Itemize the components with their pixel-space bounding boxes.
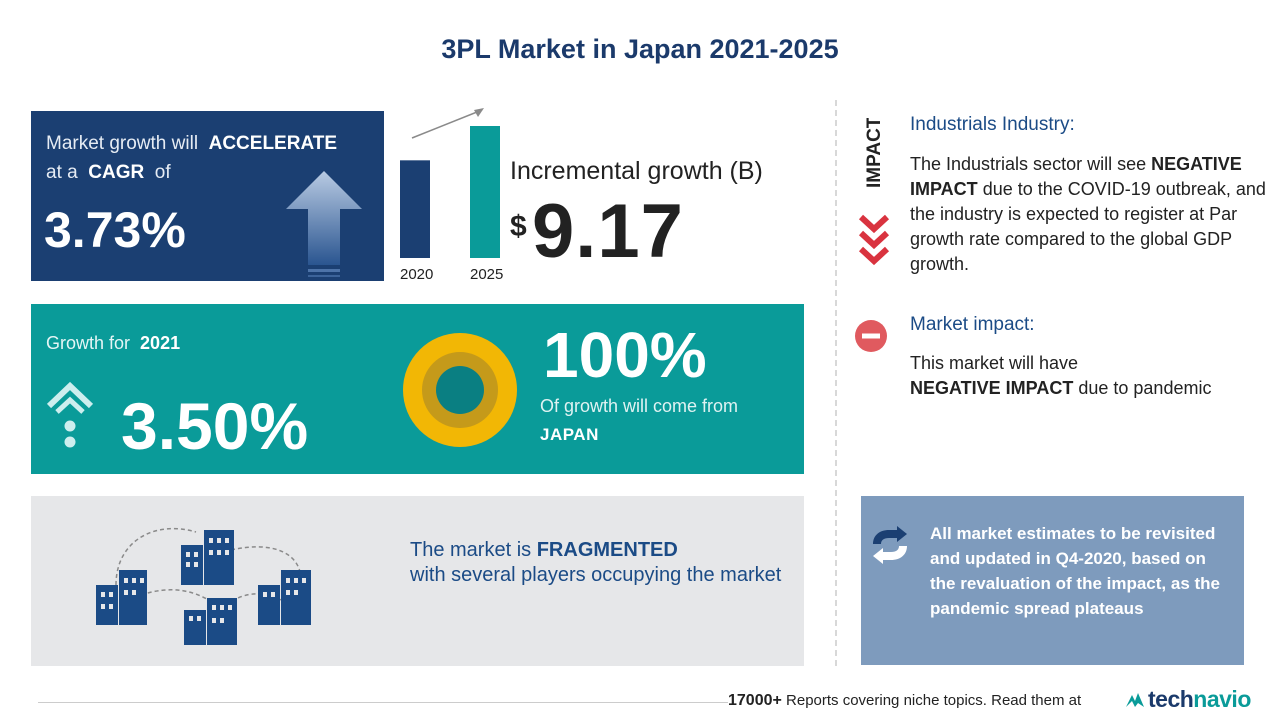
market-impact-title: Market impact: (910, 314, 1035, 335)
market-impact-body: This market will have NEGATIVE IMPACT du… (910, 351, 1272, 401)
fragmented-emphasis: FRAGMENTED (536, 539, 678, 561)
cagr-emphasis: ACCELERATE (208, 133, 338, 154)
industry-body-emphasis: NEGATIVE IMPACT (910, 154, 1242, 199)
cagr-line-1: Market growth will ACCELERATE (46, 133, 337, 155)
market-impact-emphasis: NEGATIVE IMPACT (910, 378, 1074, 398)
technavio-logo[interactable]: technavio (1124, 686, 1274, 714)
bar-label-2025: 2025 (470, 266, 504, 283)
technavio-logo-text: technavio (1148, 686, 1251, 712)
target-donut-icon (403, 333, 517, 447)
technavio-logo-icon (1126, 693, 1144, 707)
bar-label-2020: 2020 (400, 266, 434, 283)
trend-line (411, 109, 483, 139)
down-chevrons-icon (858, 214, 890, 266)
fragmented-text: The market is FRAGMENTED with several pl… (410, 538, 790, 588)
fragmented-panel: The market is FRAGMENTED with several pl… (31, 496, 804, 666)
growth-value: 3.50% (121, 389, 309, 463)
share-region: JAPAN (540, 425, 599, 444)
trend-arrowhead (474, 108, 484, 117)
buildings-network-icon (96, 527, 311, 645)
cagr-of: of (154, 162, 171, 183)
refresh-arrows-icon (873, 526, 907, 564)
cagr-prefix: Market growth will (46, 133, 199, 154)
cagr-at: at a (46, 162, 78, 183)
growth-year: 2021 (140, 333, 181, 353)
minus-circle-icon (855, 320, 887, 352)
growth-label: Growth for 2021 (46, 333, 180, 354)
footer-caption: Reports covering niche topics. Read them… (786, 692, 1082, 709)
cagr-value: 3.73% (44, 202, 186, 258)
share-value: 100% (543, 319, 707, 391)
growth-up-icon (46, 381, 94, 448)
bar-2020 (400, 160, 430, 258)
incremental-value: 9.17 (532, 189, 684, 274)
cagr-panel: Market growth will ACCELERATE at a CAGR … (31, 111, 384, 281)
column-divider (835, 100, 837, 666)
estimates-note-panel: All market estimates to be revisited and… (861, 496, 1244, 665)
incremental-currency: $ (510, 210, 527, 243)
impact-vertical-label: IMPACT (864, 118, 885, 188)
footer-count: 17000+ (728, 692, 782, 709)
incremental-bar-chart (400, 108, 500, 258)
growth-panel: Growth for 2021 3.50% 100% Of growth wil… (31, 304, 804, 474)
incremental-title: Incremental growth (B) (510, 157, 763, 185)
footer-text: 17000+ Reports covering niche topics. Re… (728, 692, 1081, 710)
industry-body-2: due to the COVID-19 outbreak, and the in… (910, 179, 1266, 274)
cagr-label: CAGR (88, 162, 145, 183)
up-arrow-icon (286, 171, 362, 277)
bar-2025 (470, 126, 500, 258)
estimates-note-text: All market estimates to be revisited and… (930, 524, 1221, 618)
share-text: Of growth will come from (540, 396, 739, 416)
market-impact-body-1: This market will have (910, 353, 1079, 373)
footer-rule (38, 702, 728, 703)
growth-label-text: Growth for (46, 333, 131, 353)
fragmented-prefix: The market is (410, 539, 532, 561)
industry-body: The Industrials sector will see NEGATIVE… (910, 152, 1272, 277)
fragmented-rest: with several players occupying the marke… (410, 564, 782, 586)
cagr-line-2: at a CAGR of (46, 162, 171, 184)
industry-title: Industrials Industry: (910, 114, 1075, 135)
market-impact-body-2: due to pandemic (1078, 378, 1212, 398)
page-title: 3PL Market in Japan 2021-2025 (441, 34, 839, 64)
industry-body-1: The Industrials sector will see (910, 154, 1147, 174)
svg-text:IMPACT: IMPACT (864, 118, 885, 188)
